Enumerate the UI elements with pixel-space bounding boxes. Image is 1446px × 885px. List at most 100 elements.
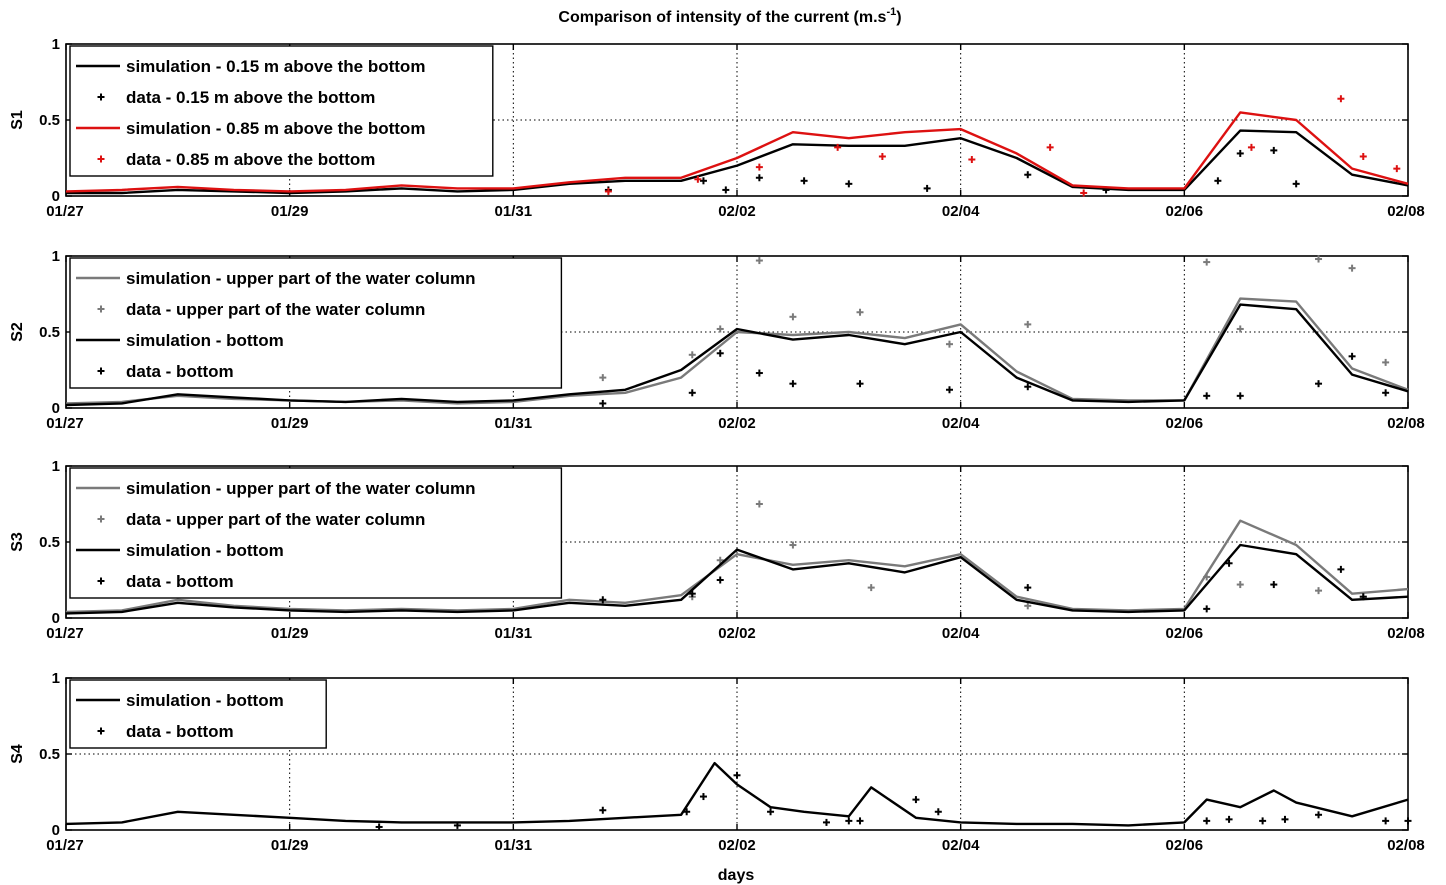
data-point — [1270, 146, 1278, 154]
data-point — [1315, 255, 1323, 263]
y-axis-label: S1 — [9, 110, 26, 130]
data-point — [867, 584, 875, 592]
x-tick-label: 01/27 — [46, 625, 84, 642]
y-tick-label: 0 — [52, 822, 60, 839]
legend-entry: data - bottom — [126, 572, 234, 591]
data-point — [923, 184, 931, 192]
x-tick-label: 02/08 — [1387, 837, 1425, 854]
data-point — [834, 143, 842, 151]
data-point — [755, 174, 763, 182]
legend-entry: simulation - 0.85 m above the bottom — [126, 119, 425, 138]
data-point — [1359, 152, 1367, 160]
chart-panels: 01/27 01/29 01/31 02/02 02/04 02/06 02/08 0 0.5 1… — [9, 36, 1425, 854]
data-point — [1348, 352, 1356, 360]
data-point — [1315, 380, 1323, 388]
legend-entry: data - upper part of the water column — [126, 510, 425, 529]
legend: simulation - upper part of the water col… — [69, 467, 563, 599]
y-tick-label: 0.5 — [39, 534, 60, 551]
data-point — [688, 389, 696, 397]
data-point — [1214, 177, 1222, 185]
data-point — [1236, 149, 1244, 157]
data-point — [789, 541, 797, 549]
y-tick-label: 0 — [52, 188, 60, 205]
data-point — [845, 180, 853, 188]
data-point — [1024, 320, 1032, 328]
legend-entry: data - bottom — [126, 722, 234, 741]
x-tick-label: 01/27 — [46, 837, 84, 854]
data-point — [1337, 95, 1345, 103]
data-point — [934, 808, 942, 816]
x-tick-label: 01/27 — [46, 415, 84, 432]
data-point — [945, 386, 953, 394]
data-point — [800, 177, 808, 185]
data-point — [688, 590, 696, 598]
legend-box — [69, 45, 494, 177]
y-tick-label: 1 — [52, 670, 60, 687]
x-tick-label: 02/08 — [1387, 415, 1425, 432]
data-point — [755, 369, 763, 377]
legend: simulation - 0.15 m above the bottom data… — [69, 45, 494, 177]
data-point — [856, 817, 864, 825]
y-tick-label: 1 — [52, 36, 60, 53]
y-tick-label: 0.5 — [39, 746, 60, 763]
data-point — [694, 175, 702, 183]
y-tick-label: 0.5 — [39, 324, 60, 341]
data-point — [716, 325, 724, 333]
data-point — [722, 186, 730, 194]
x-tick-label: 01/29 — [271, 837, 309, 854]
legend: simulation - upper part of the water col… — [69, 257, 563, 389]
x-tick-label: 02/04 — [942, 625, 980, 642]
data-point — [716, 349, 724, 357]
data-point — [1359, 593, 1367, 601]
data-point — [755, 500, 763, 508]
data-point — [755, 257, 763, 265]
x-tick-label: 01/27 — [46, 203, 84, 220]
data-point — [912, 796, 920, 804]
legend-box — [69, 467, 563, 599]
data-point — [375, 823, 383, 831]
data-point — [1315, 811, 1323, 819]
panel-s3: 01/27 01/29 01/31 02/02 02/04 02/06 02/08 0 0.5 1… — [9, 458, 1425, 642]
y-tick-label: 0.5 — [39, 112, 60, 129]
x-tick-label: 02/02 — [718, 415, 756, 432]
data-point — [1382, 358, 1390, 366]
data-point — [1024, 383, 1032, 391]
x-tick-label: 02/08 — [1387, 625, 1425, 642]
data-point — [845, 817, 853, 825]
data-point — [1348, 264, 1356, 272]
data-point — [1203, 817, 1211, 825]
data-point — [688, 351, 696, 359]
legend-entry: simulation - bottom — [126, 541, 284, 560]
series-line — [66, 129, 1409, 195]
data-point — [1382, 817, 1390, 825]
x-tick-label: 01/31 — [495, 625, 533, 642]
legend-entry: simulation - bottom — [126, 691, 284, 710]
x-tick-label: 02/04 — [942, 415, 980, 432]
x-tick-label: 02/02 — [718, 837, 756, 854]
legend-entry: simulation - upper part of the water col… — [126, 269, 475, 288]
data-point — [733, 771, 741, 779]
data-point — [1024, 171, 1032, 179]
x-tick-label: 02/06 — [1166, 415, 1204, 432]
legend-entry: data - 0.15 m above the bottom — [126, 88, 375, 107]
x-axis-label: days — [718, 867, 755, 884]
data-point — [1080, 189, 1088, 197]
x-tick-label: 02/02 — [718, 625, 756, 642]
x-tick-label: 02/06 — [1166, 625, 1204, 642]
y-axis-label: S3 — [9, 532, 26, 552]
series-line — [65, 303, 1409, 407]
x-tick-label: 02/08 — [1387, 203, 1425, 220]
data-point — [1203, 258, 1211, 266]
data-point — [716, 556, 724, 564]
data-point — [822, 818, 830, 826]
data-point — [767, 808, 775, 816]
x-tick-label: 01/31 — [495, 415, 533, 432]
y-tick-label: 1 — [52, 458, 60, 475]
x-tick-label: 02/04 — [942, 203, 980, 220]
legend-entry: data - 0.85 m above the bottom — [126, 150, 375, 169]
data-point — [1393, 165, 1401, 173]
y-tick-label: 1 — [52, 248, 60, 265]
data-point — [1236, 581, 1244, 589]
data-point — [1247, 143, 1255, 151]
data-point — [1024, 584, 1032, 592]
